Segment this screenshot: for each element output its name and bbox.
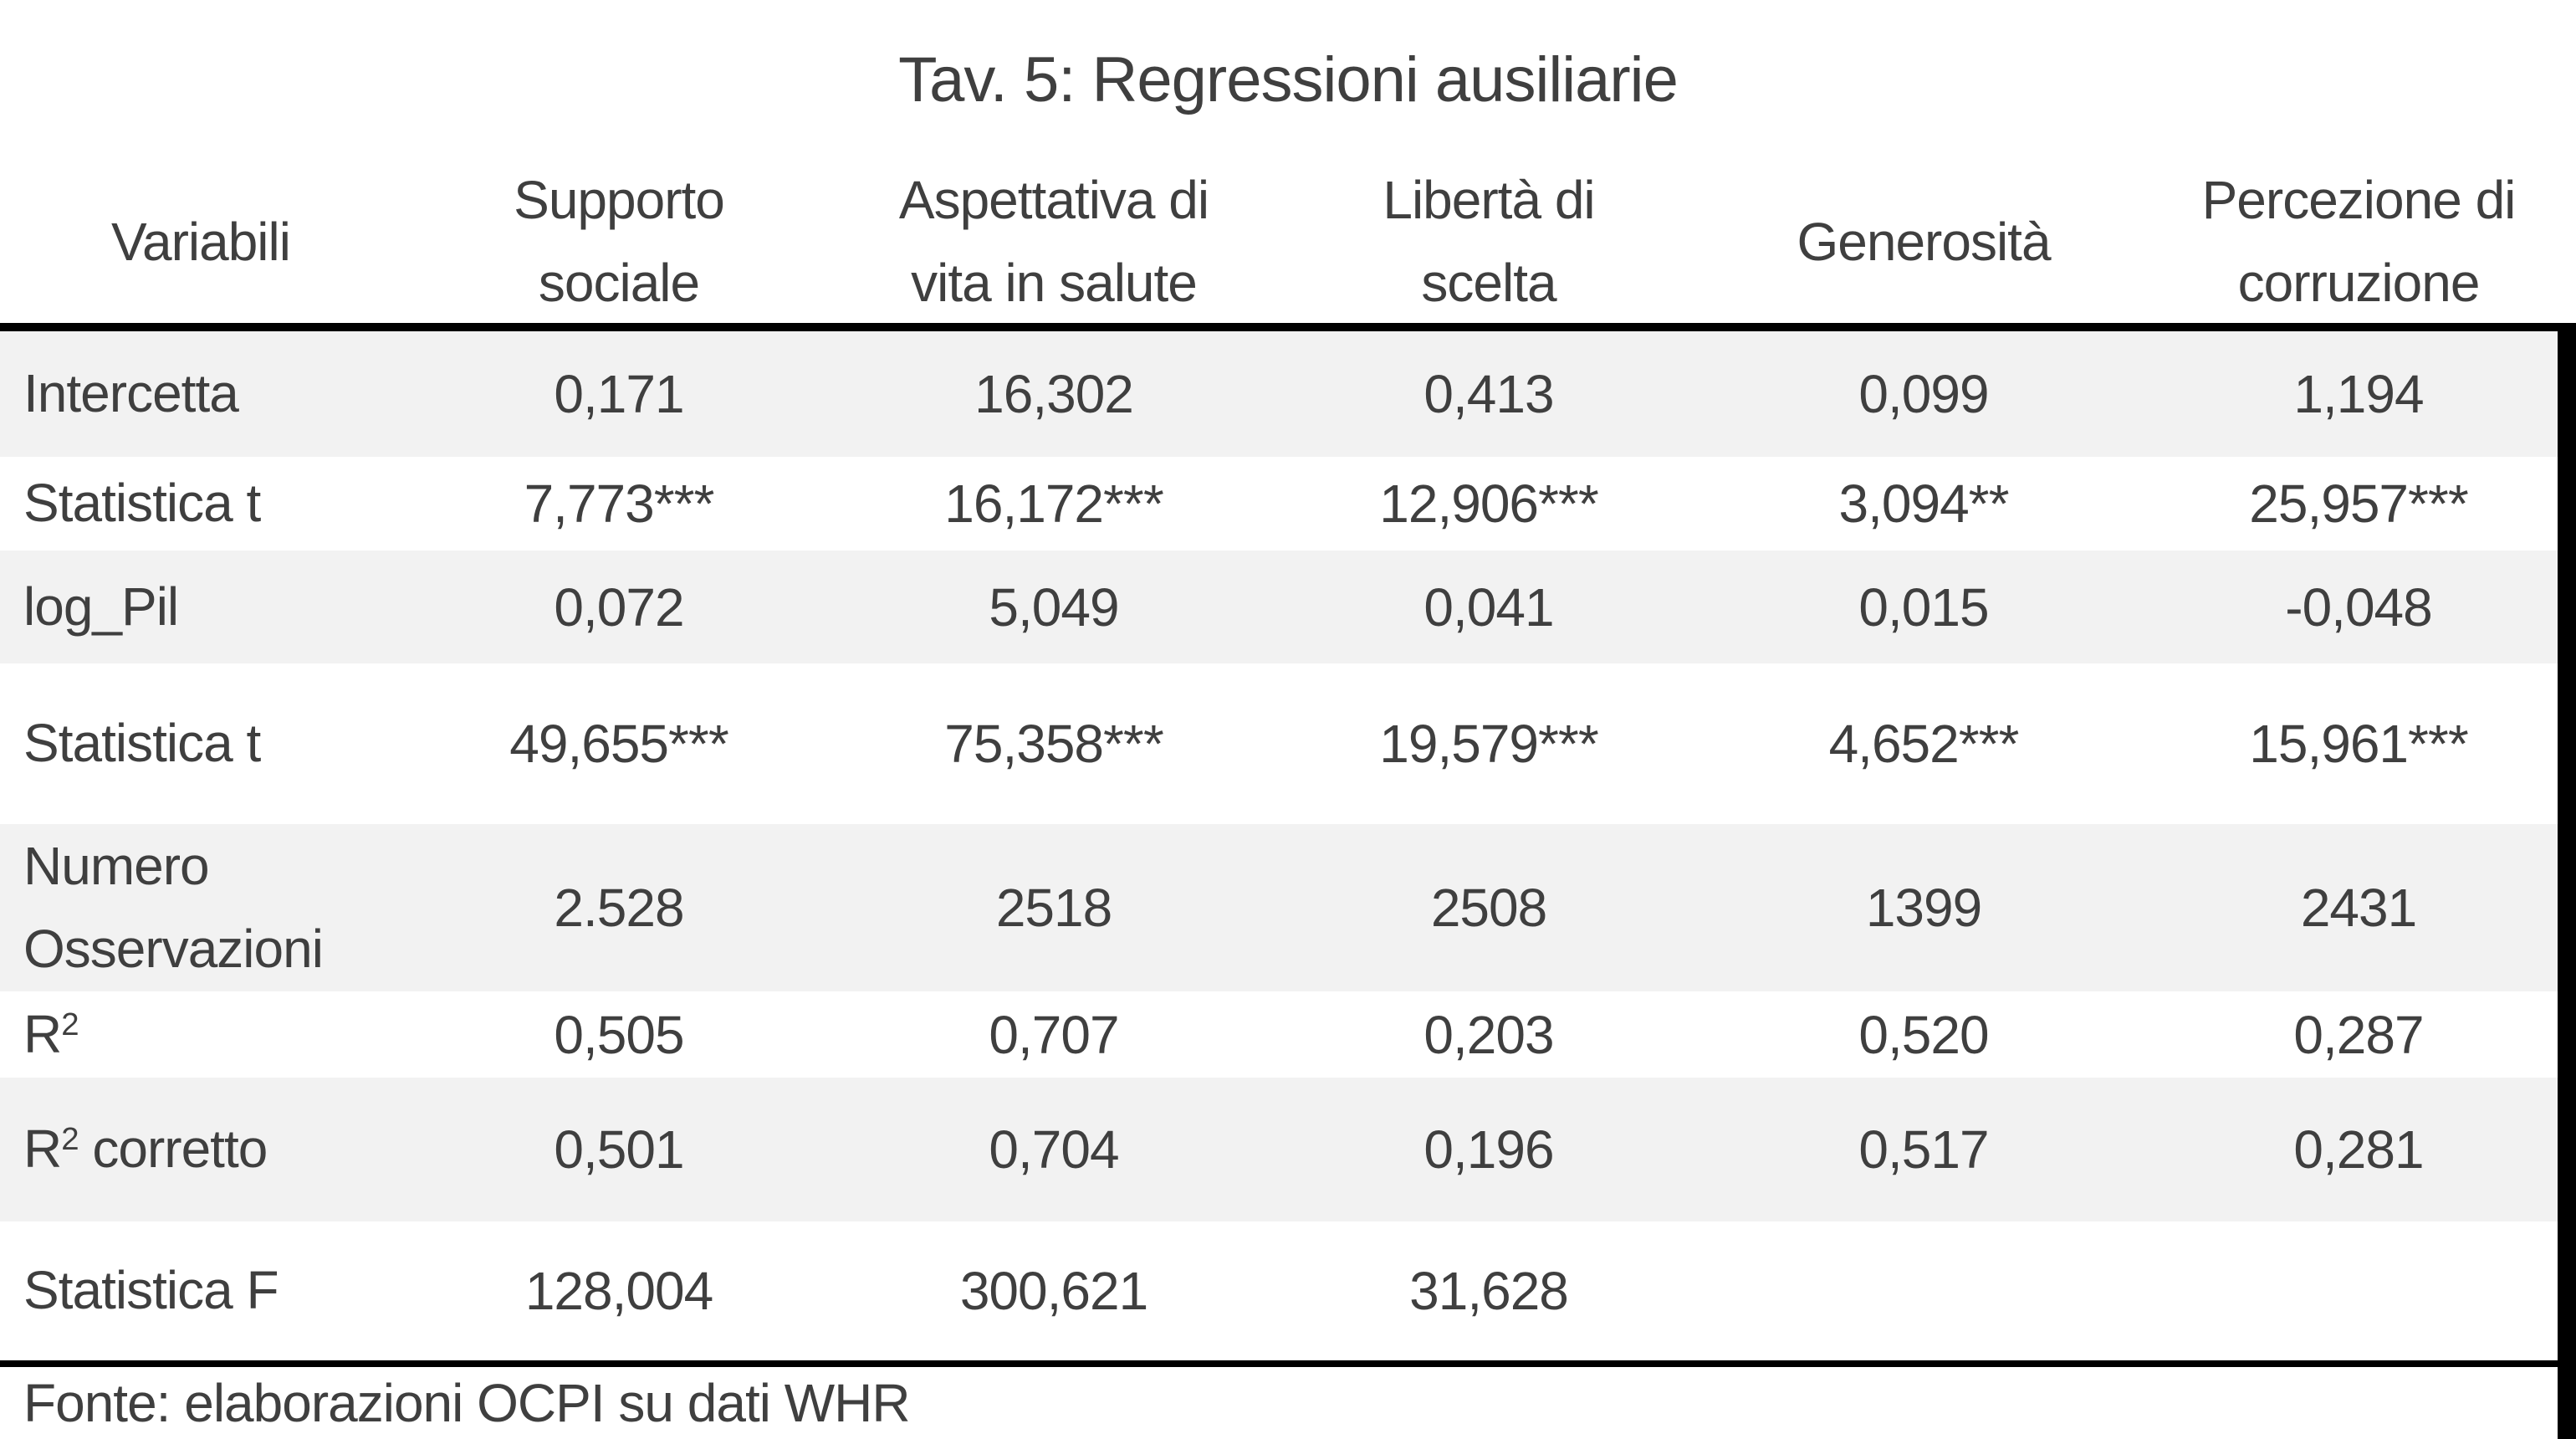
- cell-value: 0,072: [554, 576, 684, 638]
- row-label-text: Statistica t: [23, 473, 261, 534]
- cell-value: 3,094**: [1838, 474, 2010, 534]
- cell-value: 31,628: [1409, 1261, 1569, 1321]
- row-label-text: R: [23, 1003, 62, 1064]
- cell-value: 0,196: [1423, 1119, 1554, 1180]
- cell-value: 0,501: [554, 1119, 684, 1180]
- cell-value: 7,773***: [524, 474, 715, 534]
- table-top-rule: [0, 323, 2576, 331]
- cell-value: 49,655***: [509, 714, 728, 774]
- row-label: R2 corretto: [0, 1108, 401, 1191]
- cell-value: 0,520: [1858, 1004, 1989, 1065]
- table-row: Intercetta 0,171 16,302 0,413 0,099 1,194: [0, 331, 2576, 457]
- cell-value: 0,704: [989, 1119, 1119, 1180]
- cell-value: 0,517: [1858, 1119, 1989, 1180]
- cell-value: 75,358***: [944, 714, 1163, 774]
- column-header-variabili: Variabili: [111, 211, 291, 272]
- row-label-text: R: [23, 1119, 62, 1180]
- table-row: Statistica F 128,004 300,621 31,628: [0, 1221, 2576, 1360]
- column-header: Supporto sociale: [514, 170, 725, 314]
- row-label-text: Statistica t: [23, 713, 261, 774]
- row-label: Numero Osservazioni: [0, 825, 401, 991]
- cell-value: 0,203: [1423, 1004, 1554, 1065]
- table-title: Tav. 5: Regressioni ausiliarie: [898, 44, 1679, 115]
- column-header: Aspettativa di vita in salute: [898, 170, 1209, 314]
- row-label: Intercetta: [0, 352, 401, 435]
- cell-value: 12,906***: [1379, 474, 1598, 534]
- cell-value: 1399: [1865, 878, 1982, 938]
- cell-value: -0,048: [2285, 576, 2432, 638]
- table-bottom-rule: [0, 1360, 2576, 1367]
- row-label: Statistica t: [0, 462, 401, 545]
- cell-value: 0,041: [1423, 576, 1554, 638]
- cell-value: 1,194: [2293, 364, 2424, 424]
- row-label-text: Intercetta: [23, 363, 239, 424]
- table-row: R2 0,505 0,707 0,203 0,520 0,287: [0, 991, 2576, 1078]
- cell-value: 0,505: [554, 1004, 684, 1065]
- cell-value: 2518: [995, 878, 1112, 938]
- cell-value: 16,302: [974, 364, 1134, 424]
- table-body: Intercetta 0,171 16,302 0,413 0,099 1,194 Stat…: [0, 331, 2576, 1360]
- column-header: Libertà di scelta: [1383, 170, 1595, 314]
- cell-value: 16,172***: [944, 474, 1163, 534]
- cell-value: 2431: [2300, 878, 2417, 938]
- row-label-suffix: corretto: [78, 1119, 268, 1180]
- row-label: log_Pil: [0, 566, 401, 648]
- row-label-text: Statistica F: [23, 1260, 279, 1321]
- row-label-text: log_Pil: [23, 576, 179, 637]
- table-source-note: Fonte: elaborazioni OCPI su dati WHR: [23, 1373, 911, 1433]
- cell-value: 0,413: [1423, 364, 1554, 424]
- cell-value: 15,961***: [2249, 714, 2468, 774]
- cell-value: 2.528: [554, 878, 684, 938]
- cell-value: 0,287: [2293, 1004, 2424, 1065]
- cell-value: 0,707: [989, 1004, 1119, 1065]
- cell-value: 128,004: [524, 1261, 713, 1321]
- table-row: R2 corretto 0,501 0,704 0,196 0,517 0,281: [0, 1078, 2576, 1221]
- cell-value: 5,049: [989, 576, 1119, 638]
- cell-value: 300,621: [959, 1261, 1148, 1321]
- table-header-row: Variabili Supporto sociale Aspettativa di…: [0, 159, 2576, 323]
- cell-value: 0,281: [2293, 1119, 2424, 1180]
- cell-value: 0,015: [1858, 576, 1989, 638]
- row-label-text: Numero Osservazioni: [23, 835, 324, 979]
- row-label: R2: [0, 993, 401, 1076]
- row-label: Statistica F: [0, 1249, 401, 1332]
- column-header: Generosità: [1797, 211, 2051, 272]
- cell-value: 2508: [1430, 878, 1547, 938]
- row-label: Statistica t: [0, 702, 401, 785]
- table-row: log_Pil 0,072 5,049 0,041 0,015 -0,048: [0, 551, 2576, 663]
- table-right-border: [2558, 323, 2576, 1439]
- table-row: Numero Osservazioni 2.528 2518 2508 1399 2431: [0, 824, 2576, 991]
- table-row: Statistica t 49,655*** 75,358*** 19,579*** 4…: [0, 663, 2576, 824]
- row-label-superscript: 2: [61, 1121, 79, 1158]
- cell-value: 0,099: [1858, 364, 1989, 424]
- cell-value: 4,652***: [1828, 714, 2020, 774]
- table-row: Statistica t 7,773*** 16,172*** 12,906*** 3,…: [0, 457, 2576, 551]
- cell-value: 0,171: [554, 364, 684, 424]
- row-label-superscript: 2: [61, 1006, 79, 1042]
- column-header: Percezione di corruzione: [2201, 170, 2517, 314]
- cell-value: 19,579***: [1379, 714, 1598, 774]
- cell-value: 25,957***: [2249, 474, 2468, 534]
